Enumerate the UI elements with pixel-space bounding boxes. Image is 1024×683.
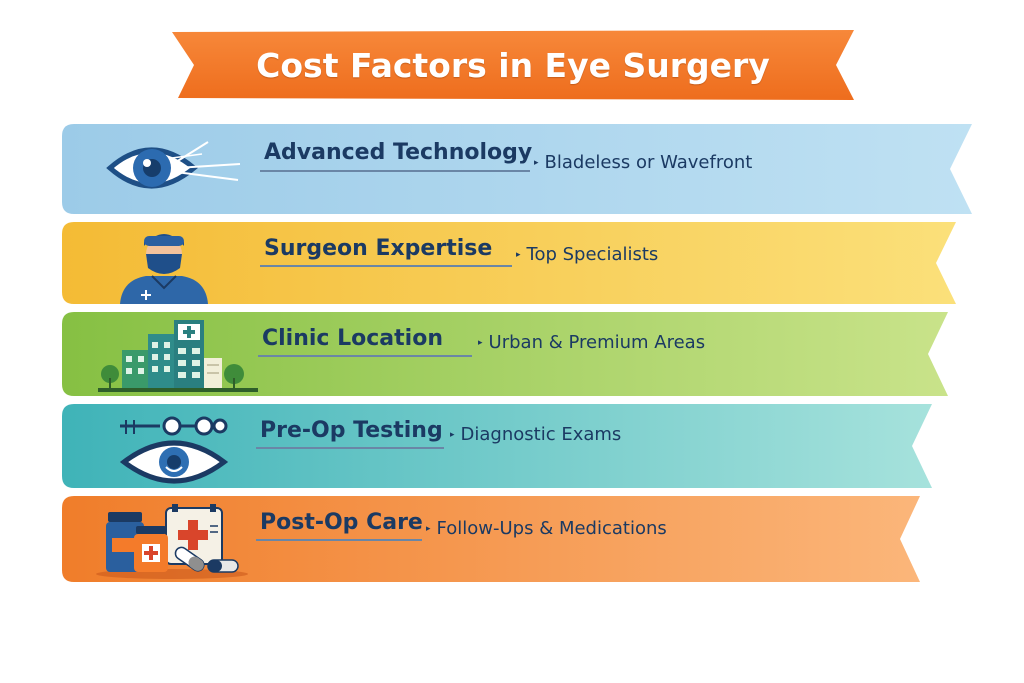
heading-underline bbox=[260, 265, 512, 267]
factor-band-care: Post-Op Care ▸ Follow-Ups & Medications bbox=[62, 496, 922, 582]
factor-heading: Clinic Location bbox=[262, 326, 443, 351]
factor-band-location: Clinic Location ▸ Urban & Premium Areas bbox=[62, 312, 950, 396]
title-banner: Cost Factors in Eye Surgery bbox=[172, 30, 854, 100]
bullet-icon: ▸ bbox=[450, 430, 455, 440]
factor-detail: ▸ Diagnostic Exams bbox=[450, 424, 622, 445]
clinic-building-icon bbox=[98, 320, 258, 392]
medications-icon bbox=[96, 504, 248, 579]
factor-detail: ▸ Top Specialists bbox=[516, 244, 659, 265]
bullet-icon: ▸ bbox=[478, 338, 483, 348]
factor-heading: Surgeon Expertise bbox=[264, 236, 493, 261]
eye-laser-icon bbox=[106, 141, 241, 189]
factor-detail: ▸ Follow-Ups & Medications bbox=[426, 518, 667, 539]
bullet-icon: ▸ bbox=[534, 158, 539, 168]
bullet-icon: ▸ bbox=[426, 524, 431, 534]
heading-underline bbox=[256, 447, 444, 449]
page-title: Cost Factors in Eye Surgery bbox=[256, 45, 770, 85]
factor-band-expertise: Surgeon Expertise ▸ Top Specialists bbox=[62, 222, 958, 304]
factor-heading: Post-Op Care bbox=[260, 510, 423, 535]
surgeon-icon bbox=[120, 234, 208, 304]
factor-band-testing: Pre-Op Testing ▸ Diagnostic Exams bbox=[62, 404, 934, 488]
heading-underline bbox=[258, 355, 472, 357]
eye-exam-icon bbox=[119, 416, 229, 484]
heading-underline bbox=[256, 539, 422, 541]
factor-band-technology: Advanced Technology ▸ Bladeless or Wavefr… bbox=[62, 124, 974, 214]
factor-detail: ▸ Bladeless or Wavefront bbox=[534, 152, 753, 173]
heading-underline bbox=[260, 170, 530, 172]
factor-heading: Advanced Technology bbox=[264, 140, 533, 165]
bullet-icon: ▸ bbox=[516, 250, 521, 260]
factor-detail: ▸ Urban & Premium Areas bbox=[478, 332, 706, 353]
factor-heading: Pre-Op Testing bbox=[260, 418, 443, 443]
